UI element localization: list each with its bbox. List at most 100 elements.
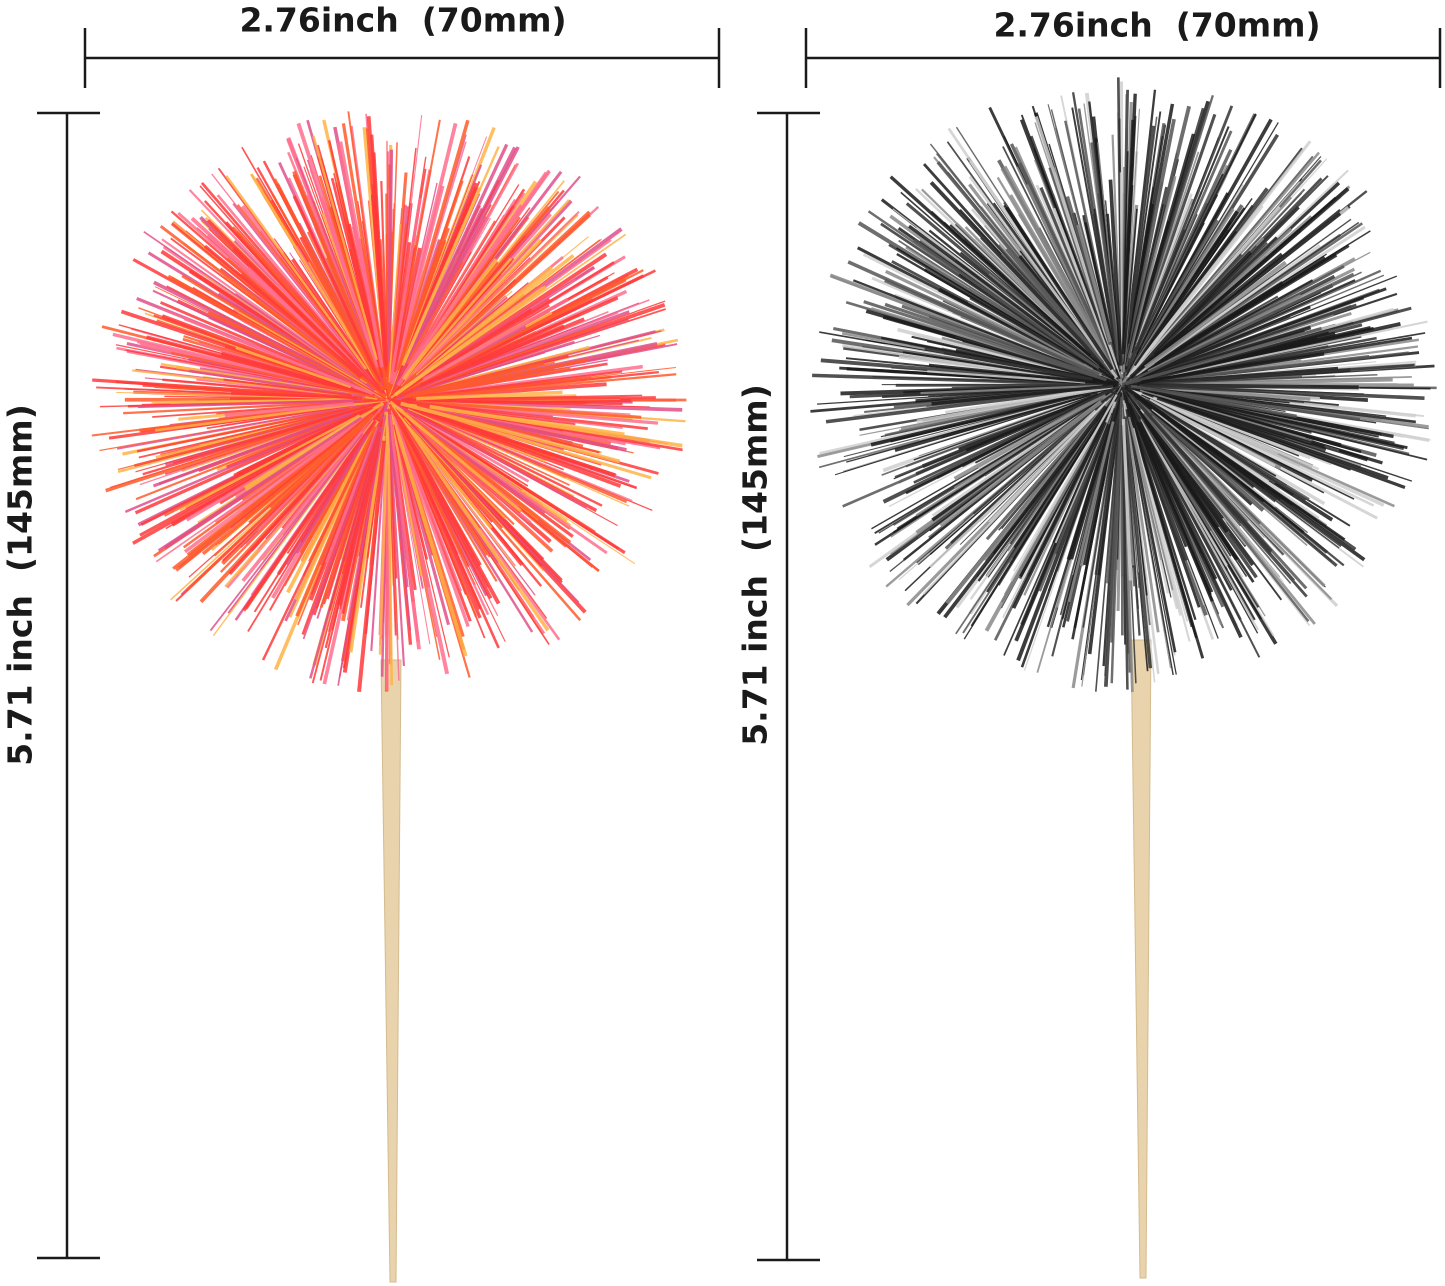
pompom-strand [393, 438, 431, 645]
right-stick [1130, 639, 1152, 1279]
pompom-strand [328, 431, 381, 611]
pompom-strand [1010, 393, 1118, 582]
pompom-strand [1125, 152, 1178, 367]
pompom-strand [418, 282, 529, 375]
pompom-strand [123, 400, 358, 415]
pompom-strand [1129, 187, 1350, 379]
pompom-strand [1129, 388, 1307, 502]
pompom-strand [401, 405, 633, 502]
pompom-strand [1125, 181, 1301, 381]
pompom-strand [404, 396, 656, 402]
pompom-strand [1127, 136, 1163, 344]
left-height-label: 5.71 inch (145mm) [0, 404, 40, 766]
pompom-strand [928, 363, 1114, 386]
pompom-strand [269, 415, 372, 509]
pompom-strand [924, 347, 1093, 382]
pompom-strand [920, 384, 1103, 395]
pompom-strand [1076, 224, 1113, 343]
pompom-strand [1070, 408, 1117, 560]
pompom-strand [817, 386, 1084, 405]
pompom-strand [389, 324, 565, 401]
pompom-strand [1121, 272, 1355, 387]
pompom-strand [1135, 422, 1214, 602]
pompom-strand [884, 278, 1100, 377]
left-width-label: 2.76inch (70mm) [239, 0, 567, 40]
pompom-strand [1134, 219, 1219, 361]
pompom-strand [825, 388, 1084, 424]
pompom-strand [1128, 416, 1163, 561]
pompom-strand [968, 300, 1094, 370]
pompom-strand [388, 414, 420, 642]
pompom-strand [295, 434, 369, 554]
pompom-strand [885, 269, 1103, 377]
pompom-strand [1124, 118, 1176, 365]
pompom-strand [1121, 419, 1132, 581]
pompom-strand [387, 223, 407, 398]
pompom-strand [387, 403, 423, 576]
pompom-strand [393, 400, 622, 488]
pompom-strand [410, 424, 580, 603]
pompom-strand [155, 411, 372, 563]
pompom-strand [212, 419, 374, 637]
pompom-strand [312, 135, 378, 361]
pompom-strand [388, 223, 402, 383]
pompom-strand [228, 418, 373, 575]
pompom-strand [1152, 332, 1426, 381]
pompom-strand [159, 301, 361, 389]
pompom-strand [1124, 403, 1174, 676]
pompom-strand [406, 261, 464, 365]
pompom-strand [159, 225, 362, 380]
pompom-strand [1156, 396, 1406, 489]
pompom-strand [161, 238, 356, 378]
pompom-strand [416, 390, 563, 401]
pompom-strand [200, 181, 389, 401]
pompom-strand [183, 317, 374, 396]
pompom-strand [929, 409, 1097, 568]
pompom-strand [908, 224, 1115, 381]
pompom-strand [1139, 383, 1425, 401]
pompom-strand [397, 402, 594, 470]
pompom-strand [302, 403, 388, 640]
pompom-strand [1108, 179, 1123, 366]
pompom-strand [224, 401, 354, 418]
pompom-strand [968, 175, 1118, 379]
pompom-strand [1082, 393, 1122, 628]
pompom-strand [1151, 408, 1276, 508]
pompom-strand [1125, 105, 1234, 374]
pompom-strand [218, 417, 368, 545]
pompom-strand [1018, 212, 1102, 348]
pompom-strand [1139, 389, 1306, 439]
pompom-strand [387, 425, 394, 686]
pompom-strand [402, 409, 620, 550]
pompom-strand [1144, 260, 1287, 369]
pompom-strand [393, 285, 547, 397]
pompom-strand [894, 392, 1092, 452]
pompom-strand [1121, 386, 1205, 659]
pompom-strand [143, 231, 375, 392]
pompom-strand [812, 373, 1113, 387]
pompom-strand [125, 349, 352, 394]
pompom-strand [116, 402, 371, 450]
pompom-strand [395, 269, 644, 397]
pompom-strand [389, 399, 603, 507]
pompom-strand [400, 198, 516, 379]
pompom-strand [170, 351, 386, 401]
right-height-label: 5.71 inch (145mm) [735, 384, 775, 746]
pompom-strand [391, 247, 422, 373]
pompom-strand [429, 404, 683, 448]
pompom-strand [398, 213, 591, 391]
pompom-strand [324, 426, 380, 564]
pompom-strand [388, 410, 450, 675]
pompom-strand [1140, 393, 1355, 500]
pompom-strand [292, 170, 380, 376]
pompom-strand [1020, 423, 1110, 668]
pompom-strand [980, 236, 1096, 357]
pompom-strand [220, 351, 375, 398]
pompom-strand [136, 406, 351, 453]
pompom-strand [386, 149, 394, 362]
pompom-strand [286, 419, 380, 594]
pompom-strand [388, 402, 501, 605]
pompom-strand [1033, 148, 1120, 378]
pompom-strand [1121, 93, 1137, 355]
